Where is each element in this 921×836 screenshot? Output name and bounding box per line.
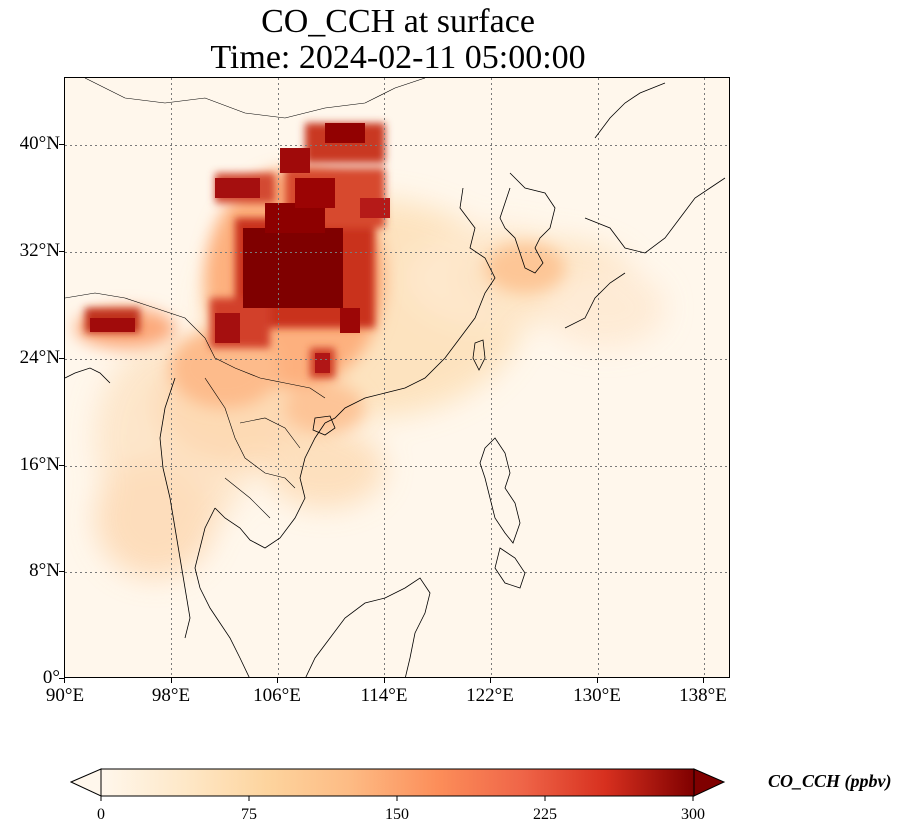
x-tick-label: 90°E [45, 685, 85, 706]
x-tick-label: 98°E [151, 685, 191, 706]
y-tick-label: 24°N [19, 347, 60, 368]
colorbar-title: CO_CCH (ppbv) [768, 771, 892, 791]
colorbar-extend-high [693, 768, 726, 797]
x-tick-label: 130°E [573, 685, 621, 706]
colorbar-tick-label: 75 [241, 806, 257, 823]
colorbar-tick-label: 150 [385, 806, 409, 823]
y-tick-label: 32°N [19, 240, 60, 261]
map-title-line2: Time: 2024-02-11 05:00:00 [210, 39, 586, 76]
x-tick-label: 138°E [679, 685, 727, 706]
colorbar-tick-label: 0 [97, 806, 105, 823]
concentration-field [75, 123, 665, 578]
x-tick-label: 106°E [253, 685, 301, 706]
gridlines [65, 78, 729, 677]
x-tick-label: 114°E [360, 685, 408, 706]
y-tick-label: 0° [42, 667, 60, 688]
colorbar-tick-label: 225 [533, 806, 557, 823]
map-plot-area[interactable] [64, 77, 730, 678]
colorbar-tick-label: 300 [681, 806, 705, 823]
coastlines [65, 78, 726, 677]
x-tick-label: 122°E [466, 685, 514, 706]
colorbar-gradient [100, 768, 695, 797]
colorbar-extend-low [70, 768, 102, 797]
y-tick-label: 8°N [29, 560, 60, 581]
map-canvas [65, 78, 729, 677]
colorbar [70, 768, 726, 801]
y-tick-label: 16°N [19, 454, 60, 475]
y-tick-label: 40°N [19, 133, 60, 154]
map-title-line1: CO_CCH at surface [261, 3, 535, 40]
